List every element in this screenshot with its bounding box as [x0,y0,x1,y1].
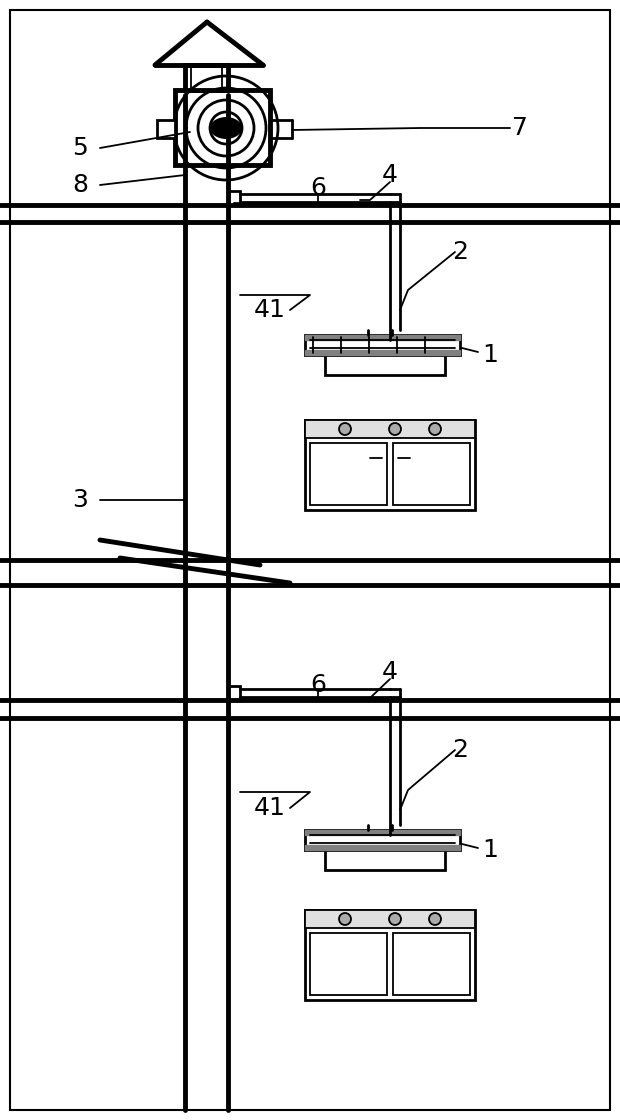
Text: 6: 6 [310,673,326,697]
Bar [305,420,475,438]
Bar [393,444,470,505]
Circle shape [389,913,401,925]
Circle shape [216,118,236,138]
Bar [185,65,228,90]
Text: 41: 41 [254,796,286,820]
Text: 6: 6 [310,176,326,200]
Bar [305,420,475,510]
Bar [325,355,445,375]
Text: 7: 7 [512,116,528,140]
Bar [305,335,460,355]
Circle shape [429,913,441,925]
Bar [305,909,475,928]
Bar [305,909,475,1000]
Bar [305,844,460,850]
Circle shape [429,423,441,435]
Bar [325,850,445,870]
Bar [305,335,460,340]
Text: 8: 8 [72,172,88,197]
Bar [157,120,175,138]
Text: 4: 4 [382,660,398,684]
Bar [175,90,270,165]
Bar [310,933,387,995]
Bar [310,444,387,505]
Bar [228,685,240,700]
Text: 5: 5 [72,136,88,160]
Text: 1: 1 [482,838,498,862]
Text: 1: 1 [482,343,498,367]
Bar [305,351,460,355]
Bar [228,192,240,205]
Bar [393,933,470,995]
Bar [305,830,460,836]
Text: 3: 3 [72,488,88,512]
Circle shape [339,423,351,435]
Circle shape [339,913,351,925]
Text: 41: 41 [254,298,286,323]
Circle shape [389,423,401,435]
Text: 2: 2 [452,240,468,264]
Text: 4: 4 [382,164,398,187]
Ellipse shape [211,118,241,138]
Text: 2: 2 [452,738,468,762]
Bar [305,830,460,850]
